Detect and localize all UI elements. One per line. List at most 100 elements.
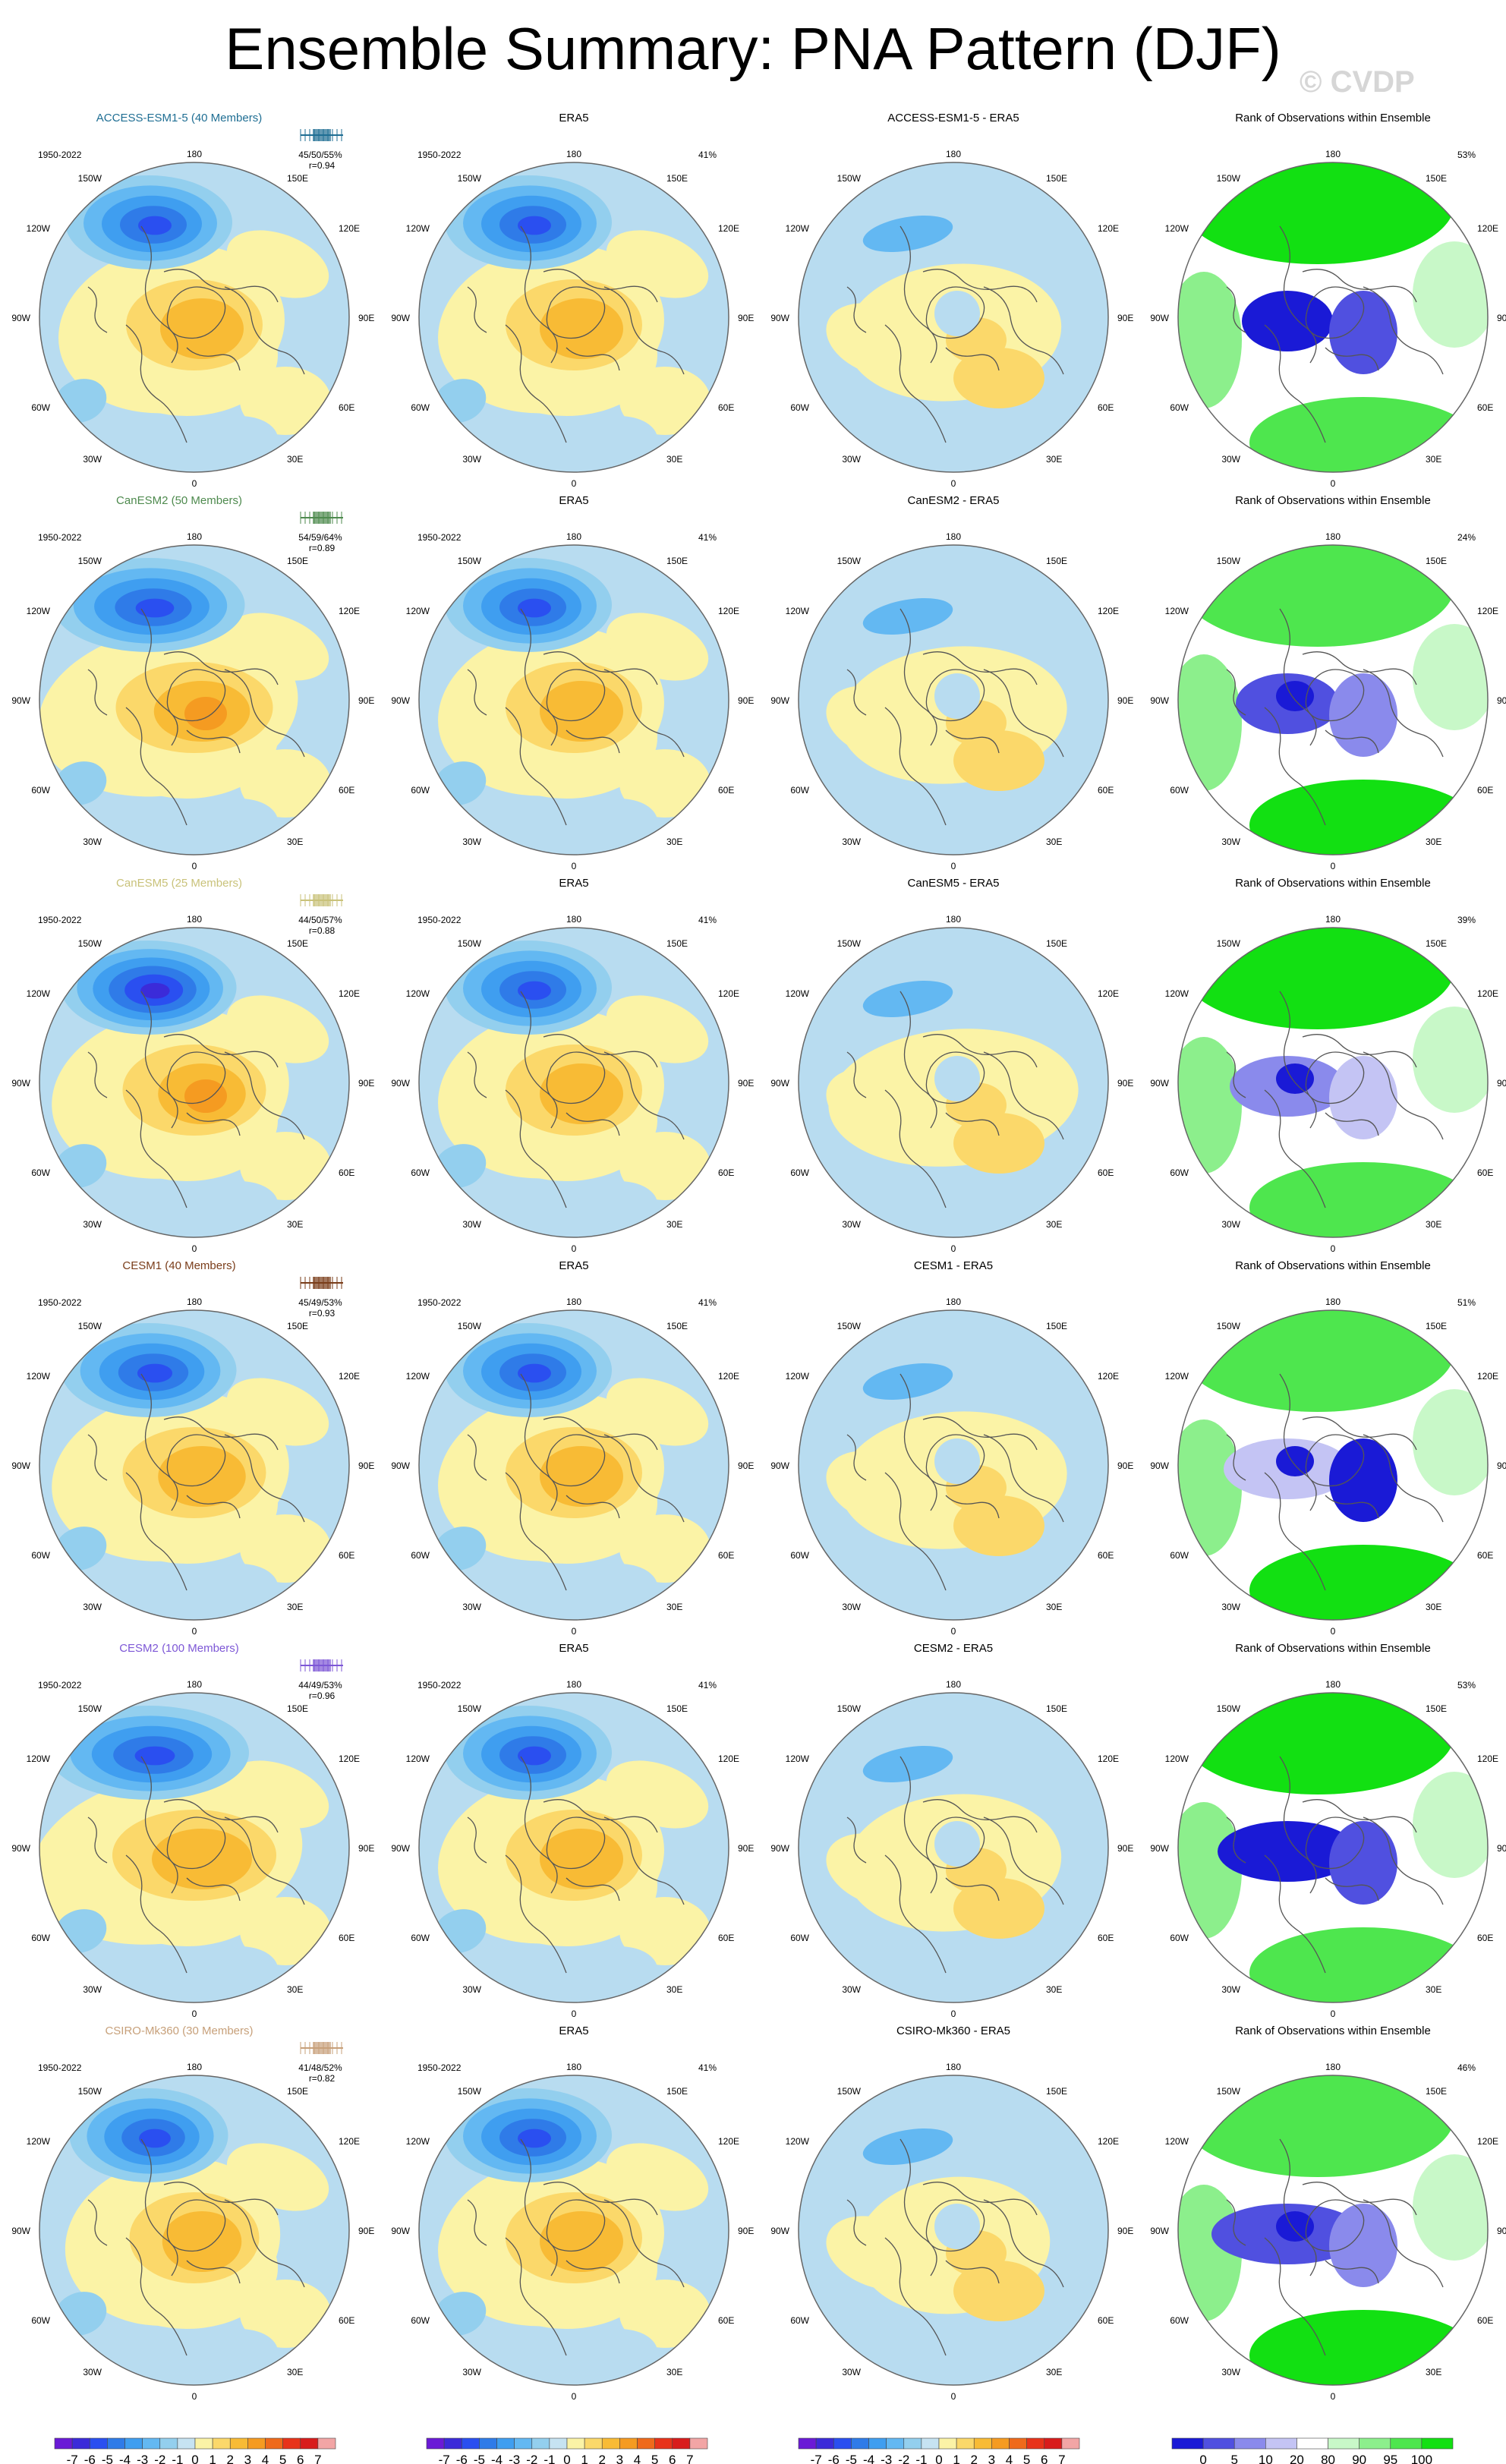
colorbar-label: 20	[1290, 2453, 1304, 2464]
lon-label: 0	[192, 478, 197, 489]
colorbar-label: -6	[828, 2453, 840, 2464]
period-label: 1950-2022	[38, 1680, 82, 1690]
lon-label: 60E	[1477, 785, 1493, 796]
lon-label: 150W	[458, 1321, 482, 1331]
map-panel-r1-c4: 180 150E 120E 90E 60E 30E 0 30W 60W 90W 120W 150W Ra…	[1150, 112, 1506, 489]
lon-label: 30W	[842, 837, 861, 847]
lon-label: 150W	[1217, 938, 1241, 949]
lon-label: 30E	[1046, 1984, 1062, 1995]
lon-label: 180	[566, 2062, 581, 2072]
colorbar-label: -7	[439, 2453, 450, 2464]
rank-title: Rank of Observations within Ensemble	[1235, 877, 1431, 890]
map-panel-r6-c1: 180 150E 120E 90E 60E 30E 0 30W 60W 90W 120W 150W CS…	[11, 2024, 374, 2402]
lon-label: 60E	[1477, 1933, 1493, 1943]
colorbar-swatch	[426, 2437, 445, 2450]
colorbar-label: 4	[1006, 2453, 1013, 2464]
lon-label: 120E	[339, 1753, 360, 1764]
lon-label: 90E	[358, 1460, 374, 1471]
colorbar-swatch	[1390, 2437, 1423, 2450]
cvdp-watermark: © CVDP	[1300, 65, 1415, 99]
lon-label: 120W	[27, 223, 51, 234]
colorbar-swatch	[317, 2437, 336, 2450]
colorbar-swatch	[282, 2437, 301, 2450]
lon-label: 120W	[786, 1753, 810, 1764]
colorbar-swatch	[265, 2437, 283, 2450]
colorbar-swatch	[142, 2437, 161, 2450]
map-panel-r2-c3: 180 150E 120E 90E 60E 30E 0 30W 60W 90W 120W 150W Ca…	[770, 494, 1133, 871]
lon-label: 0	[1331, 2391, 1336, 2402]
map-panel-r4-c4: 180 150E 120E 90E 60E 30E 0 30W 60W 90W 120W 150W Ra…	[1150, 1259, 1506, 1637]
lon-label: 60W	[1170, 1550, 1189, 1561]
lon-label: 90W	[770, 1078, 789, 1089]
lon-label: 0	[1331, 861, 1336, 871]
lon-label: 90E	[358, 313, 374, 323]
model-title: CESM1 (40 Members)	[122, 1259, 235, 1272]
map-panel-r5-c3: 180 150E 120E 90E 60E 30E 0 30W 60W 90W 120W 150W CE…	[770, 1642, 1133, 2019]
lon-label: 120W	[1165, 223, 1189, 234]
obs-percent: 41%	[698, 1680, 717, 1690]
lon-label: 180	[187, 531, 202, 542]
lon-label: 90W	[1150, 695, 1169, 706]
lon-label: 60W	[790, 2315, 809, 2326]
colorbar-label: 5	[1023, 2453, 1030, 2464]
colorbar-label: 0	[1199, 2453, 1206, 2464]
lon-label: 90W	[770, 1460, 789, 1471]
lon-label: 60E	[1098, 785, 1114, 796]
colorbar-label: -4	[119, 2453, 131, 2464]
lon-label: 90W	[391, 1078, 410, 1089]
lon-label: 30E	[1426, 1219, 1441, 1230]
lon-label: 60W	[411, 1550, 430, 1561]
lon-label: 60E	[339, 402, 354, 413]
colorbar-label: -5	[102, 2453, 113, 2464]
colorbar-label: -3	[137, 2453, 148, 2464]
colorbar-swatch	[1328, 2437, 1359, 2450]
lon-label: 30E	[1046, 2367, 1062, 2377]
lon-label: 150E	[666, 1321, 688, 1331]
lon-label: 150W	[458, 1703, 482, 1714]
model-stats: 41/48/52%	[298, 2062, 342, 2073]
lon-label: 120W	[27, 606, 51, 616]
obs-percent: 41%	[698, 532, 717, 543]
model-r: r=0.93	[309, 1308, 336, 1319]
lon-label: 0	[951, 2391, 956, 2402]
colorbar-label: 5	[279, 2453, 286, 2464]
model-title: CSIRO-Mk360 (30 Members)	[105, 2024, 253, 2037]
colorbar-swatch	[177, 2437, 196, 2450]
lon-label: 120E	[1098, 1753, 1119, 1764]
lon-label: 150E	[666, 1703, 688, 1714]
lon-label: 60E	[718, 402, 734, 413]
lon-label: 120E	[1477, 223, 1498, 234]
lon-label: 180	[1325, 1297, 1341, 1307]
lon-label: 30W	[842, 1984, 861, 1995]
lon-label: 150E	[666, 2086, 688, 2097]
lon-label: 60W	[1170, 785, 1189, 796]
lon-label: 30E	[1426, 454, 1441, 465]
lon-label: 30W	[842, 1602, 861, 1612]
colorbar-label: -6	[456, 2453, 468, 2464]
lon-label: 120W	[406, 1753, 430, 1764]
lon-label: 30W	[842, 454, 861, 465]
lon-label: 120W	[1165, 988, 1189, 999]
lon-label: 90E	[1497, 313, 1506, 323]
lon-label: 0	[192, 1626, 197, 1637]
lon-label: 30E	[1426, 1602, 1441, 1612]
lon-label: 120W	[27, 1753, 51, 1764]
lon-label: 150W	[458, 938, 482, 949]
lon-label: 120W	[27, 1371, 51, 1382]
lon-label: 0	[951, 1243, 956, 1254]
lon-label: 90W	[1150, 1460, 1169, 1471]
lon-label: 90E	[1117, 695, 1133, 706]
lon-label: 150E	[666, 938, 688, 949]
rank-percent: 39%	[1457, 915, 1476, 925]
lon-label: 120W	[406, 223, 430, 234]
colorbar-swatch	[1296, 2437, 1328, 2450]
period-label: 1950-2022	[38, 915, 82, 925]
colorbar-hpa-1: -7-6-5-4-3-2-101234567hPa	[54, 2437, 336, 2464]
lon-label: 0	[572, 1243, 577, 1254]
lon-label: 180	[1325, 914, 1341, 925]
lon-label: 150E	[666, 556, 688, 566]
obs-percent: 41%	[698, 1297, 717, 1308]
lon-label: 60E	[718, 1550, 734, 1561]
lon-label: 120E	[1477, 1371, 1498, 1382]
lon-label: 30W	[1221, 1219, 1240, 1230]
